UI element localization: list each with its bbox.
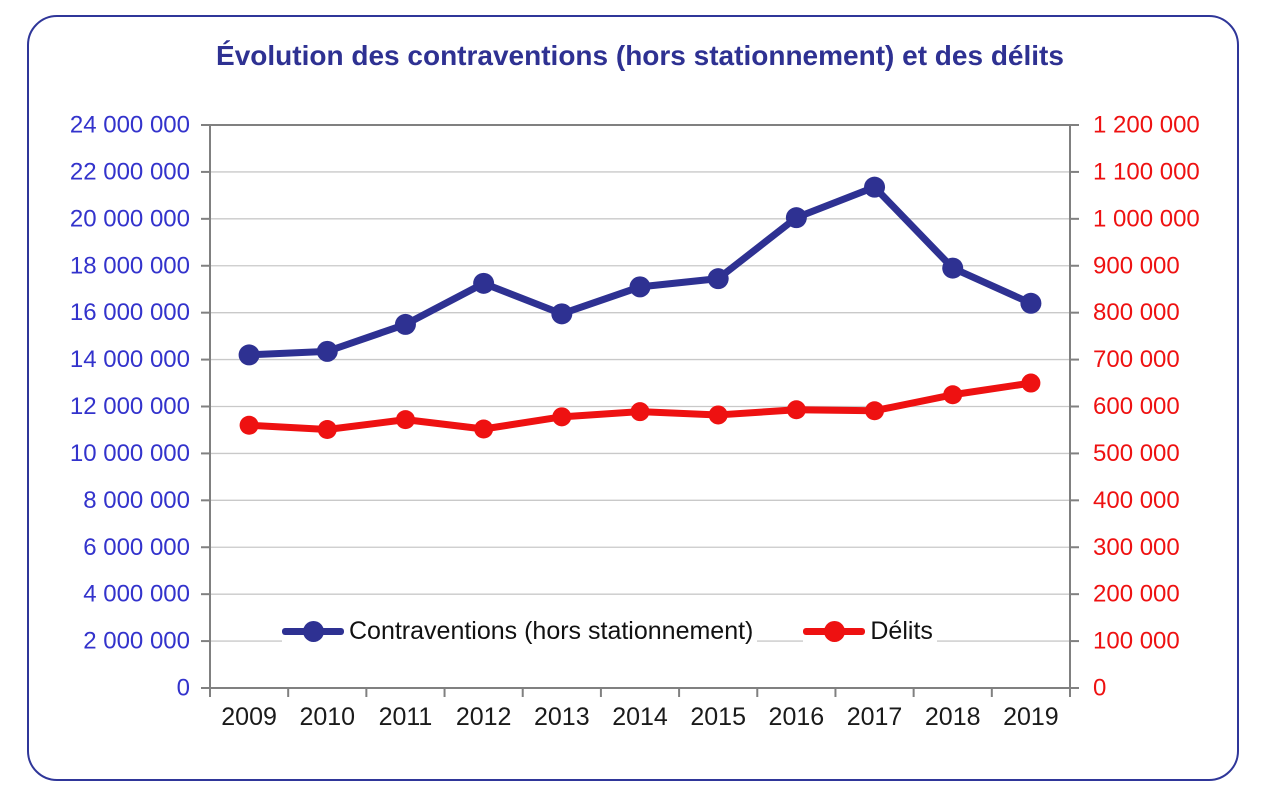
x-tick-label: 2015 (690, 703, 746, 731)
left-tick-label: 22 000 000 (70, 158, 190, 185)
left-tick-label: 14 000 000 (70, 346, 190, 373)
data-point (943, 385, 963, 405)
data-point (473, 272, 495, 294)
x-tick-label: 2016 (769, 703, 825, 731)
legend-item-contraventions: Contraventions (hors stationnement) (282, 614, 758, 648)
right-tick-label: 800 000 (1093, 299, 1180, 326)
left-tick-label: 0 (177, 675, 190, 702)
data-point (1021, 373, 1041, 393)
data-point (630, 402, 650, 422)
data-point (785, 207, 807, 229)
data-point (707, 268, 729, 290)
x-tick-label: 2012 (456, 703, 512, 731)
data-point (474, 419, 494, 439)
data-point (942, 257, 964, 279)
series-contraventions (238, 176, 1042, 366)
legend-item-delits: Délits (803, 614, 937, 648)
data-point (551, 303, 573, 325)
right-tick-label: 1 000 000 (1093, 205, 1200, 232)
chart-title: Évolution des contraventions (hors stati… (216, 40, 1064, 71)
x-tick-label: 2011 (379, 703, 433, 731)
x-tick-label: 2013 (534, 703, 590, 731)
left-tick-label: 10 000 000 (70, 440, 190, 467)
left-tick-label: 8 000 000 (83, 487, 190, 514)
data-point (238, 344, 260, 366)
x-tick-label: 2018 (925, 703, 981, 731)
x-tick-label: 2017 (847, 703, 903, 731)
blue-line-dot-icon (282, 616, 344, 646)
right-tick-label: 600 000 (1093, 393, 1180, 420)
data-point (629, 276, 651, 298)
data-point (552, 407, 572, 427)
x-tick-label: 2019 (1003, 703, 1059, 731)
left-axis: 0 2 000 000 4 000 000 6 000 000 8 000 000 10 … (70, 112, 210, 702)
legend-label-contraventions: Contraventions (hors stationnement) (349, 616, 754, 645)
left-tick-label: 24 000 000 (70, 112, 190, 139)
left-tick-label: 12 000 000 (70, 393, 190, 420)
data-point (395, 410, 415, 430)
data-point (708, 405, 728, 425)
left-tick-label: 16 000 000 (70, 299, 190, 326)
right-tick-label: 900 000 (1093, 252, 1180, 279)
x-tick-label: 2014 (612, 703, 668, 731)
right-tick-label: 700 000 (1093, 346, 1180, 373)
x-tick-label: 2009 (221, 703, 277, 731)
right-tick-label: 200 000 (1093, 581, 1180, 608)
data-point (865, 401, 885, 421)
right-tick-label: 300 000 (1093, 534, 1180, 561)
series-delits (239, 373, 1041, 439)
left-tick-label: 4 000 000 (83, 581, 190, 608)
chart-frame (27, 15, 1239, 781)
right-tick-label: 400 000 (1093, 487, 1180, 514)
x-tick-label: 2010 (299, 703, 355, 731)
right-tick-label: 1 200 000 (1093, 112, 1200, 139)
right-tick-label: 100 000 (1093, 628, 1180, 655)
data-point (1020, 292, 1042, 314)
data-point (317, 419, 337, 439)
data-point (239, 415, 259, 435)
legend-label-delits: Délits (870, 616, 933, 645)
left-tick-label: 20 000 000 (70, 205, 190, 232)
red-line-dot-icon (803, 616, 866, 646)
right-axis: 0 100 000 200 000 300 000 400 000 500 000 600 … (1070, 112, 1200, 702)
data-point (864, 176, 886, 198)
data-point (394, 313, 416, 335)
right-tick-label: 1 100 000 (1093, 158, 1200, 185)
right-tick-label: 500 000 (1093, 440, 1180, 467)
x-axis: 2009 2010 2011 2012 2013 2014 2015 2016 2017 2018… (209, 688, 1071, 731)
chart-legend: Contraventions (hors stationnement) Déli… (282, 611, 937, 651)
left-tick-label: 18 000 000 (70, 252, 190, 279)
right-tick-label: 0 (1093, 675, 1106, 702)
left-tick-label: 6 000 000 (83, 534, 190, 561)
data-point (316, 340, 338, 362)
data-point (786, 400, 806, 420)
left-tick-label: 2 000 000 (83, 628, 190, 655)
